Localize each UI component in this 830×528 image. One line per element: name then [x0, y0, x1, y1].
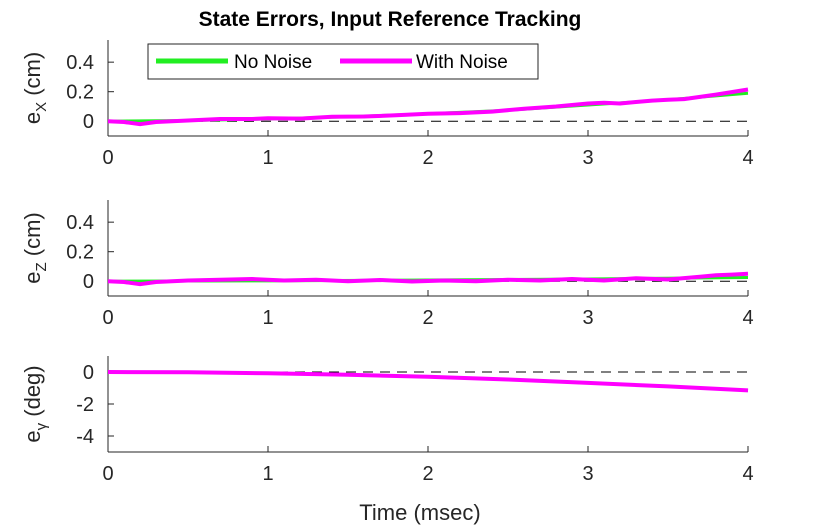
y-axis-label-main: e [20, 112, 45, 124]
subplot-3: 0 1 2 3 4 -4 -2 0 eγ (deg) [20, 356, 754, 485]
subplot-2: 0 1 2 3 4 0 0.2 0.4 eZ (cm) [20, 200, 754, 329]
y-tick-label: 0.2 [66, 82, 94, 104]
y-axis-label: eZ (cm) [20, 212, 50, 284]
series-line-with-noise [107, 271, 749, 287]
plots-area: 0 1 2 3 400.20.4eX (cm)0 1 2 3 400.20.4eZ (cm)0 1… [20, 40, 754, 485]
series-line-with-noise [107, 370, 749, 393]
x-tick-label: 0 [102, 307, 113, 329]
y-tick-label: 0 [83, 362, 94, 384]
y-axis-label: eX (cm) [20, 52, 50, 124]
series-line-no-noise [107, 91, 749, 123]
legend-label: No Noise [234, 52, 312, 73]
y-axis-label: eγ (deg) [20, 365, 50, 442]
y-axis-label-subscript: Z [33, 262, 50, 271]
legend-label: With Noise [416, 52, 508, 73]
y-tick-label: -4 [76, 426, 94, 448]
y-axis-label-unit: (cm) [20, 212, 45, 262]
x-tick-label: 2 [422, 147, 433, 169]
y-tick-label: 0 [83, 111, 94, 133]
series-line-with-noise [107, 87, 749, 127]
x-tick-label: 1 [262, 463, 273, 485]
x-tick-label: 4 [742, 147, 753, 169]
y-axis-label-main: e [20, 272, 45, 284]
y-tick-label: 0 [83, 271, 94, 293]
y-tick-label: -2 [76, 394, 94, 416]
x-tick-label: 2 [422, 307, 433, 329]
x-tick-label: 1 [262, 147, 273, 169]
y-axis-label-unit: (deg) [20, 365, 45, 422]
x-tick-label: 2 [422, 463, 433, 485]
x-tick-label: 4 [742, 463, 753, 485]
x-tick-label: 3 [582, 147, 593, 169]
legend: No Noise With Noise [147, 43, 539, 80]
y-axis-label-subscript: γ [33, 422, 50, 430]
x-axis-label: Time (msec) [359, 500, 480, 525]
x-tick-label: 3 [582, 307, 593, 329]
y-axis-label-unit: (cm) [20, 52, 45, 102]
subplot-1: 0 1 2 3 4 0 0.2 0.4 eX (cm) [20, 40, 754, 169]
y-tick-label: 0.2 [66, 242, 94, 264]
y-tick-label: 0.4 [66, 212, 94, 234]
x-tick-label: 3 [582, 463, 593, 485]
x-tick-label: 4 [742, 307, 753, 329]
chart-title: State Errors, Input Reference Tracking [199, 8, 582, 31]
y-axis-label-main: e [20, 430, 45, 442]
x-tick-label: 0 [102, 147, 113, 169]
x-tick-label: 0 [102, 463, 113, 485]
x-tick-label: 1 [262, 307, 273, 329]
y-axis-label-subscript: X [33, 102, 50, 112]
y-tick-label: 0.4 [66, 52, 94, 74]
